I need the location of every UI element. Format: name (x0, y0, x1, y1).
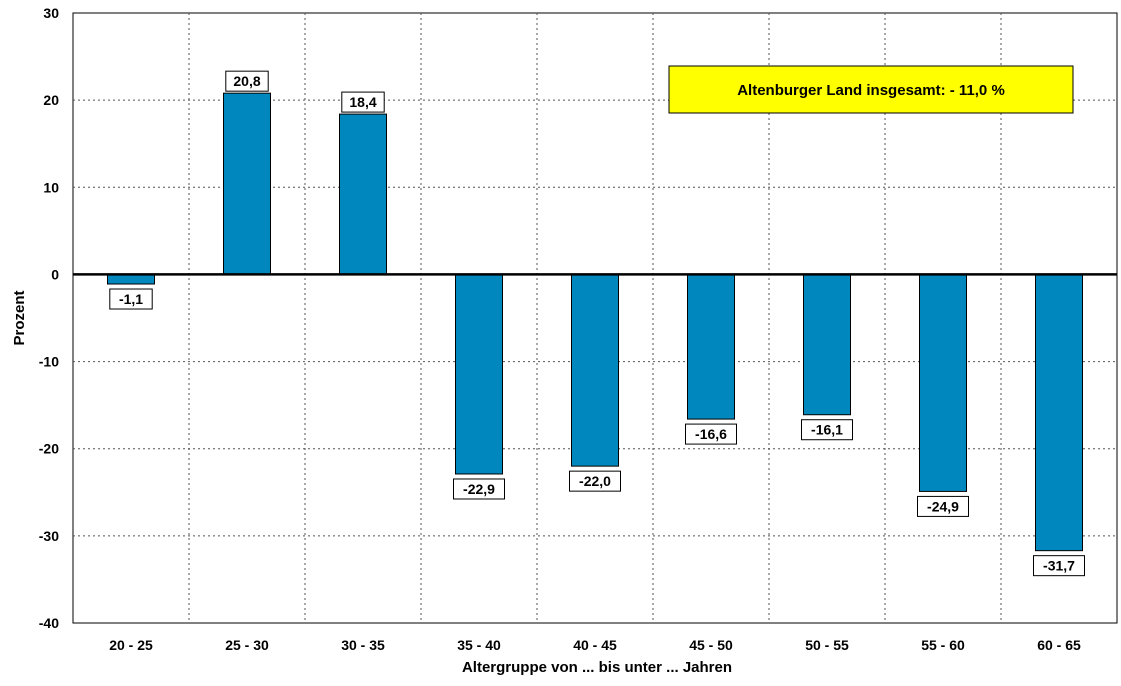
bar (455, 273, 503, 475)
annotation-box: Altenburger Land insgesamt: - 11,0 % (668, 65, 1074, 114)
annotation-text: Altenburger Land insgesamt: - 11,0 % (737, 82, 1005, 99)
value-label: -24,9 (927, 498, 959, 514)
y-tick-label: -20 (39, 441, 59, 457)
bar (803, 273, 851, 416)
y-tick-label: -10 (39, 354, 59, 370)
value-label: -1,1 (119, 291, 143, 307)
x-tick-label: 45 - 50 (689, 637, 733, 653)
annotation-background (668, 65, 1074, 114)
bar (919, 273, 967, 492)
x-tick-label: 25 - 30 (225, 637, 269, 653)
value-label-box (109, 288, 153, 310)
value-label-box (1033, 555, 1085, 577)
y-tick-label: -30 (39, 528, 59, 544)
y-tick-labels: 30 20 10 0 -10 -20 -30 -40 (39, 5, 59, 631)
y-tick-label: 20 (43, 92, 59, 108)
bar (1035, 273, 1083, 552)
y-axis-label: Prozent (11, 290, 28, 345)
value-label: -22,9 (463, 481, 495, 497)
x-tick-label: 60 - 65 (1037, 637, 1081, 653)
value-label-box (917, 495, 969, 517)
value-label-box (341, 91, 385, 113)
value-label-box (569, 470, 621, 492)
value-label: -16,1 (811, 422, 843, 438)
x-tick-label: 50 - 55 (805, 637, 849, 653)
value-label-box (685, 423, 737, 445)
x-tick-label: 55 - 60 (921, 637, 965, 653)
bar (339, 113, 387, 275)
value-label-box (453, 478, 505, 500)
x-tick-label: 30 - 35 (341, 637, 385, 653)
bar (107, 273, 155, 285)
bar (571, 273, 619, 467)
value-label-box (225, 70, 269, 92)
value-label: 18,4 (349, 94, 376, 110)
value-label-box (801, 419, 853, 441)
x-axis-label: Altergruppe von ... bis unter ... Jahren (462, 659, 732, 676)
y-tick-label: 10 (43, 179, 59, 195)
value-label: -16,6 (695, 426, 727, 442)
value-label: -31,7 (1043, 558, 1075, 574)
y-tick-label: 30 (43, 5, 59, 21)
y-tick-label: 0 (51, 266, 59, 282)
value-label: -22,0 (579, 473, 611, 489)
bar (223, 92, 271, 275)
x-tick-labels: 20 - 25 25 - 30 30 - 35 35 - 40 40 - 45 45 - … (109, 637, 1081, 653)
x-tick-label: 20 - 25 (109, 637, 153, 653)
x-tick-label: 35 - 40 (457, 637, 501, 653)
value-label: 20,8 (233, 73, 260, 89)
value-labels-group: -1,1 20,8 18,4 -22,9 -22,0 -16,6 -16,1 -24,9 -31… (109, 70, 1085, 577)
y-tick-label: -40 (39, 615, 59, 631)
x-tick-label: 40 - 45 (573, 637, 617, 653)
bar (687, 273, 735, 420)
bars-group (107, 92, 1083, 552)
